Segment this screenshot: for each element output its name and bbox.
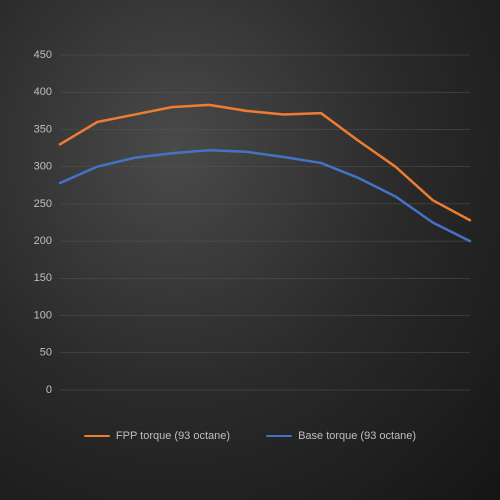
legend-swatch xyxy=(266,435,292,438)
y-axis-labels: 0 50 100 150 200 250 300 350 400 450 xyxy=(34,49,52,396)
y-tick-label: 450 xyxy=(34,49,52,61)
series-line xyxy=(60,105,470,220)
y-tick-label: 400 xyxy=(34,86,52,98)
y-tick-label: 50 xyxy=(40,347,52,359)
gridlines xyxy=(60,55,470,390)
y-tick-label: 0 xyxy=(46,384,52,396)
legend-item: Base torque (93 octane) xyxy=(266,430,416,442)
series-line xyxy=(60,150,470,241)
data-series xyxy=(60,105,470,241)
legend-item: FPP torque (93 octane) xyxy=(84,430,230,442)
chart-svg: 0 50 100 150 200 250 300 350 400 450 xyxy=(0,0,500,500)
y-tick-label: 200 xyxy=(34,235,52,247)
legend: FPP torque (93 octane) Base torque (93 oc… xyxy=(0,430,500,442)
legend-swatch xyxy=(84,435,110,438)
y-tick-label: 300 xyxy=(34,161,52,173)
y-tick-label: 150 xyxy=(34,272,52,284)
legend-label: FPP torque (93 octane) xyxy=(116,430,230,442)
y-tick-label: 250 xyxy=(34,198,52,210)
legend-label: Base torque (93 octane) xyxy=(298,430,416,442)
y-tick-label: 350 xyxy=(34,123,52,135)
y-tick-label: 100 xyxy=(34,309,52,321)
torque-chart: 0 50 100 150 200 250 300 350 400 450 FPP torque (… xyxy=(0,0,500,500)
